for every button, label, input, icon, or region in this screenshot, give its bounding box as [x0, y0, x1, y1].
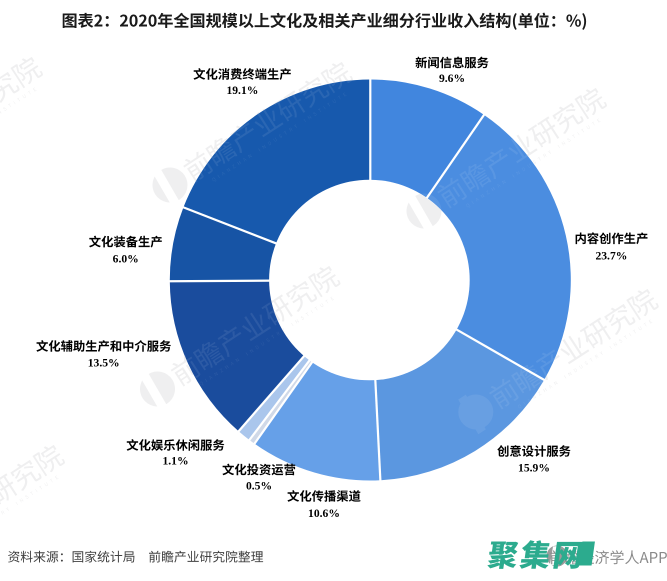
svg-text:1.1%: 1.1% — [162, 454, 188, 467]
svg-text:9.6%: 9.6% — [439, 72, 465, 85]
svg-text:23.7%: 23.7% — [595, 249, 627, 262]
svg-text:0.5%: 0.5% — [246, 480, 272, 493]
svg-text:6.0%: 6.0% — [113, 252, 139, 265]
svg-text:10.6%: 10.6% — [308, 507, 340, 520]
svg-text:19.1%: 19.1% — [226, 84, 258, 97]
svg-text:13.5%: 13.5% — [88, 356, 120, 369]
svg-text:15.9%: 15.9% — [518, 461, 550, 474]
